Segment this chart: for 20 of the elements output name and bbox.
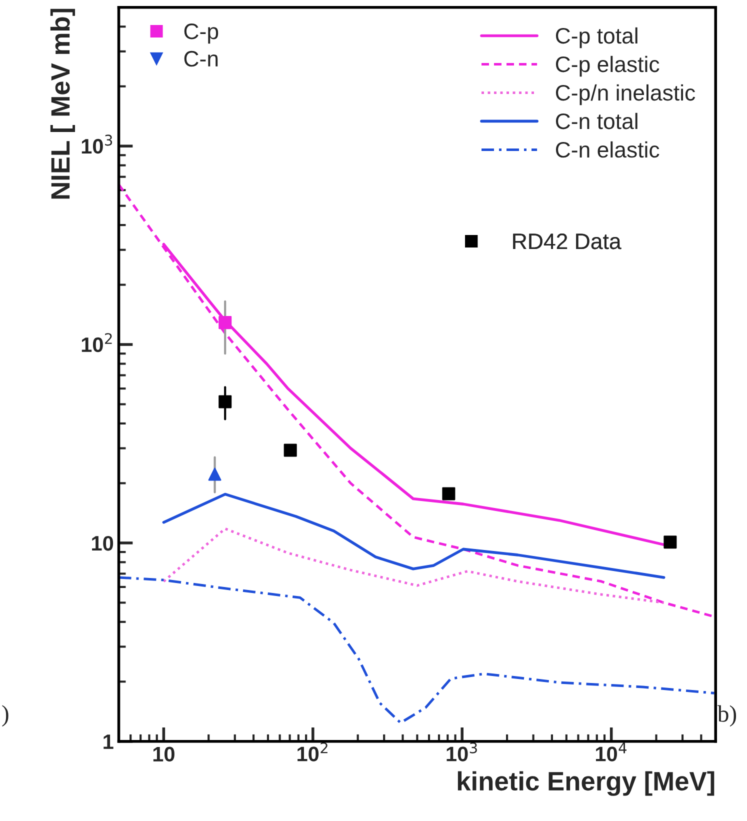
text: b)	[717, 705, 736, 727]
legend-label: C-p	[184, 24, 218, 44]
legend-label: C-p/n inelastic	[556, 84, 696, 106]
x-axis-title: kinetic Energy [MeV]	[458, 771, 714, 796]
y-tick-label: 1	[104, 734, 114, 749]
x-tick-label: 10$^{2}$	[298, 742, 328, 762]
legend-label: C-p total	[556, 27, 638, 48]
legend-label: C-n elastic	[556, 141, 660, 158]
legend-label: RD42 Data	[513, 233, 622, 250]
legend-label: C-p elastic	[556, 56, 660, 77]
y-tick-label: 10$^{2}$	[82, 333, 112, 352]
y-axis-title: NIEL [ MeV mb]	[50, 8, 76, 199]
x-tick-label: 10$^{4}$	[596, 742, 626, 762]
y-tick-label: 10	[92, 536, 114, 551]
x-tick-label: 10$^{3}$	[446, 742, 477, 762]
legend-label: C-n	[184, 50, 218, 67]
text: )	[2, 705, 8, 727]
y-tick-label: 10$^{3}$	[82, 134, 112, 154]
legend-label: C-n total	[556, 112, 638, 130]
x-tick-label: 10	[153, 746, 174, 762]
